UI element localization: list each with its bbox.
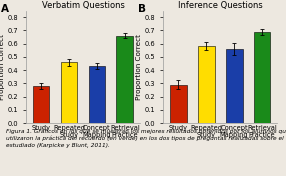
- Title: Verbatim Questions: Verbatim Questions: [41, 1, 124, 10]
- Text: Figura 1. Gráficos en los que se muestran los mejores resultados obtenidos por l: Figura 1. Gráficos en los que se muestra…: [6, 128, 286, 148]
- Bar: [254, 32, 271, 123]
- Y-axis label: Proportion Correct: Proportion Correct: [136, 34, 142, 100]
- Bar: [226, 49, 243, 123]
- Bar: [33, 86, 49, 123]
- Text: B: B: [138, 4, 146, 14]
- Title: Inference Questions: Inference Questions: [178, 1, 263, 10]
- Text: A: A: [1, 4, 9, 14]
- Y-axis label: Proportion Correct: Proportion Correct: [0, 34, 5, 100]
- Bar: [116, 36, 133, 123]
- Bar: [170, 85, 187, 123]
- Bar: [89, 66, 105, 123]
- Bar: [61, 62, 77, 123]
- Bar: [198, 46, 214, 123]
